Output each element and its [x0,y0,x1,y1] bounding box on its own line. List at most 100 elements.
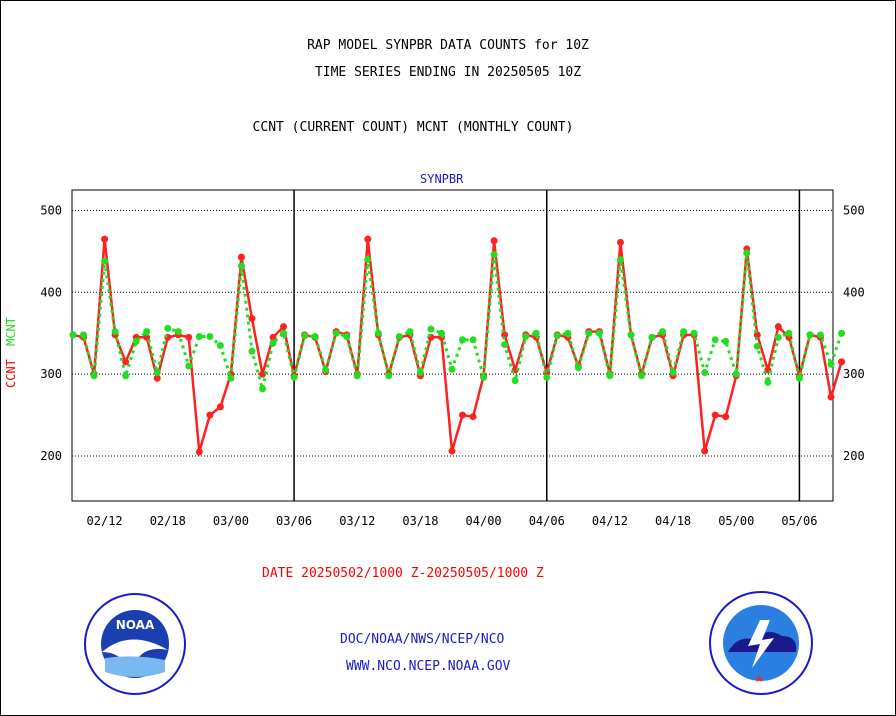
data-point-mcnt [574,364,582,372]
x-tick-label: 02/12 [87,514,123,528]
data-point-mcnt [69,331,77,339]
x-tick-label: 04/18 [655,514,691,528]
data-point-mcnt [795,374,803,382]
data-point-mcnt [185,362,193,370]
data-point-mcnt [511,377,519,385]
data-point-ccnt [195,448,203,456]
data-point-mcnt [459,336,467,344]
data-point-ccnt [827,393,835,401]
data-point-ccnt [122,358,130,366]
series-line-mcnt [73,251,843,391]
data-point-mcnt [143,328,151,336]
data-point-mcnt [785,329,793,337]
data-point-mcnt [711,336,719,344]
data-point-mcnt [543,373,551,381]
x-tick-label: 04/06 [529,514,565,528]
data-point-ccnt [364,235,372,243]
data-point-mcnt [216,342,224,349]
y-tick-label-left: 400 [40,285,62,299]
data-point-ccnt [259,370,266,378]
data-point-mcnt [659,328,667,336]
data-point-mcnt [122,372,130,380]
data-point-mcnt [374,329,382,337]
x-tick-label: 03/06 [276,514,312,528]
data-point-ccnt [490,237,498,245]
x-tick-label: 03/00 [213,514,249,528]
data-point-mcnt [395,332,403,340]
data-point-ccnt [237,253,245,261]
data-point-mcnt [553,332,561,340]
data-point-mcnt [385,372,393,380]
data-point-mcnt [322,366,330,374]
chart-title-line2: TIME SERIES ENDING IN 20250505 10Z [314,65,582,80]
x-tick-label: 02/18 [150,514,186,528]
data-point-ccnt [711,411,719,419]
data-point-mcnt [174,328,182,336]
nws-star-icon [755,675,763,682]
y-tick-label-right: 400 [843,285,865,299]
data-point-ccnt [701,447,709,455]
data-point-mcnt [153,369,161,377]
data-point-ccnt [448,447,456,455]
data-point-ccnt [280,323,288,331]
data-point-mcnt [448,365,456,373]
data-point-mcnt [806,331,814,339]
data-point-ccnt [616,238,624,246]
data-point-mcnt [585,329,593,337]
data-point-mcnt [332,329,340,337]
data-point-mcnt [638,372,645,380]
data-point-ccnt [269,333,277,341]
data-point-mcnt [595,329,603,337]
data-point-mcnt [290,373,298,381]
website-link[interactable]: WWW.NCO.NCEP.NOAA.GOV [346,659,511,674]
data-point-ccnt [459,411,467,419]
data-point-mcnt [427,325,435,333]
data-point-ccnt [774,323,782,331]
data-point-mcnt [532,329,540,337]
data-point-mcnt [490,251,498,259]
data-point-mcnt [732,370,740,378]
x-tick-label: 04/00 [466,514,502,528]
doc-link[interactable]: DOC/NOAA/NWS/NCEP/NCO [340,632,505,647]
data-point-ccnt [248,314,256,322]
data-point-mcnt [722,337,730,345]
data-point-mcnt [680,328,688,336]
y-tick-label-left: 300 [40,367,62,381]
data-point-mcnt [164,324,172,332]
data-point-mcnt [648,333,656,341]
data-point-mcnt [437,329,445,337]
y-tick-label-right: 500 [843,203,865,217]
data-point-mcnt [564,329,572,337]
data-point-mcnt [111,328,119,336]
data-point-mcnt [606,372,614,380]
data-point-ccnt [185,333,193,341]
data-point-mcnt [80,331,88,339]
data-point-ccnt [838,358,846,366]
data-point-ccnt [216,403,224,411]
data-point-ccnt [101,235,109,243]
chart-subtitle: CCNT (CURRENT COUNT) MCNT (MONTHLY COUNT… [252,120,574,135]
data-point-mcnt [764,378,772,386]
data-point-mcnt [616,256,624,264]
data-point-ccnt [722,413,730,421]
national-weather-service-logo [709,591,813,695]
data-point-mcnt [469,336,477,344]
data-point-mcnt [522,332,530,340]
data-point-ccnt [143,333,151,341]
data-point-mcnt [311,332,319,340]
x-tick-label: 05/06 [781,514,817,528]
data-point-ccnt [206,411,214,419]
x-tick-label: 04/12 [592,514,628,528]
series-line-ccnt [72,237,843,454]
y-tick-label-right: 300 [843,367,865,381]
data-point-mcnt [353,372,361,380]
data-point-mcnt [753,342,761,350]
data-point-mcnt [90,372,98,380]
data-point-mcnt [838,329,846,337]
data-point-mcnt [237,262,245,270]
date-range-label: DATE 20250502/1000 Z-20250505/1000 Z [262,566,544,581]
data-point-mcnt [743,249,751,257]
station-label: SYNPBR [420,172,464,186]
y-tick-label-left: 200 [40,449,62,463]
data-point-mcnt [416,369,424,377]
